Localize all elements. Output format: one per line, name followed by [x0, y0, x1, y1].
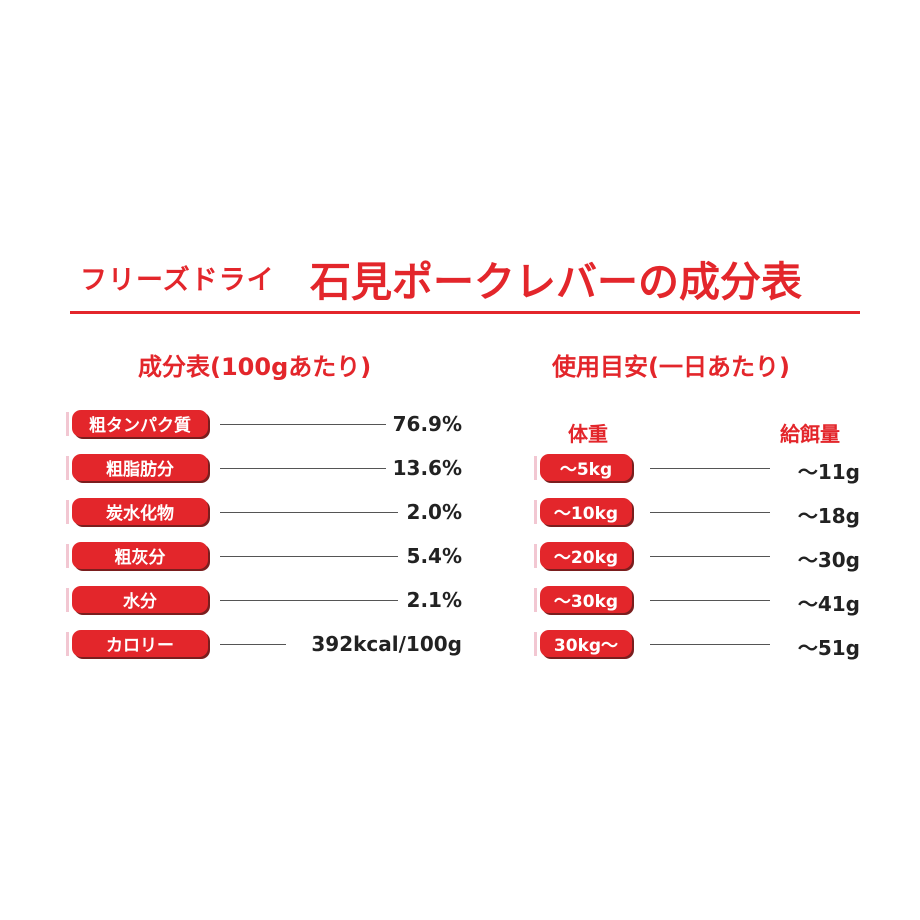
leader-line: [220, 644, 286, 645]
nutrient-label: 水分: [72, 586, 208, 613]
nutrient-label: 粗タンパク質: [72, 410, 208, 437]
leader-line: [220, 512, 398, 513]
row-edge-mark: [534, 456, 537, 480]
row-edge-mark: [534, 632, 537, 656]
feed-amount: ～51g: [797, 636, 860, 660]
title-main: 石見ポークレバーの成分表: [310, 258, 802, 306]
weight-column-heading: 体重: [568, 422, 608, 446]
row-edge-mark: [66, 500, 69, 524]
row-edge-mark: [66, 456, 69, 480]
row-edge-mark: [534, 588, 537, 612]
nutrient-value: 392kcal/100g: [311, 632, 462, 656]
leader-line: [650, 512, 770, 513]
nutrient-value: 13.6%: [392, 456, 462, 480]
nutrient-value: 5.4%: [406, 544, 462, 568]
weight-label: 30kg～: [540, 630, 632, 657]
title-prefix: フリーズドライ: [80, 265, 275, 296]
feeding-heading: 使用目安(一日あたり): [552, 353, 790, 381]
row-edge-mark: [534, 500, 537, 524]
leader-line: [650, 644, 770, 645]
feed-amount: ～30g: [797, 548, 860, 572]
nutrient-value: 2.0%: [406, 500, 462, 524]
weight-label: ～30kg: [540, 586, 632, 613]
page-title: フリーズドライ 石見ポークレバーの成分表: [70, 244, 860, 306]
feed-amount: ～11g: [797, 460, 860, 484]
nutrient-label: カロリー: [72, 630, 208, 657]
leader-line: [220, 600, 398, 601]
row-edge-mark: [534, 544, 537, 568]
amount-column-heading: 給餌量: [780, 422, 840, 446]
weight-label: ～20kg: [540, 542, 632, 569]
weight-label: ～5kg: [540, 454, 632, 481]
row-edge-mark: [66, 588, 69, 612]
nutrient-value: 76.9%: [392, 412, 462, 436]
leader-line: [650, 600, 770, 601]
leader-line: [220, 424, 386, 425]
leader-line: [650, 556, 770, 557]
row-edge-mark: [66, 544, 69, 568]
composition-heading: 成分表(100gあたり): [138, 353, 372, 381]
weight-label: ～10kg: [540, 498, 632, 525]
feed-amount: ～41g: [797, 592, 860, 616]
title-underline: [70, 311, 860, 314]
nutrient-label: 粗脂肪分: [72, 454, 208, 481]
nutrient-value: 2.1%: [406, 588, 462, 612]
nutrient-label: 炭水化物: [72, 498, 208, 525]
row-edge-mark: [66, 412, 69, 436]
leader-line: [220, 556, 398, 557]
leader-line: [220, 468, 386, 469]
feed-amount: ～18g: [797, 504, 860, 528]
row-edge-mark: [66, 632, 69, 656]
nutrient-label: 粗灰分: [72, 542, 208, 569]
leader-line: [650, 468, 770, 469]
